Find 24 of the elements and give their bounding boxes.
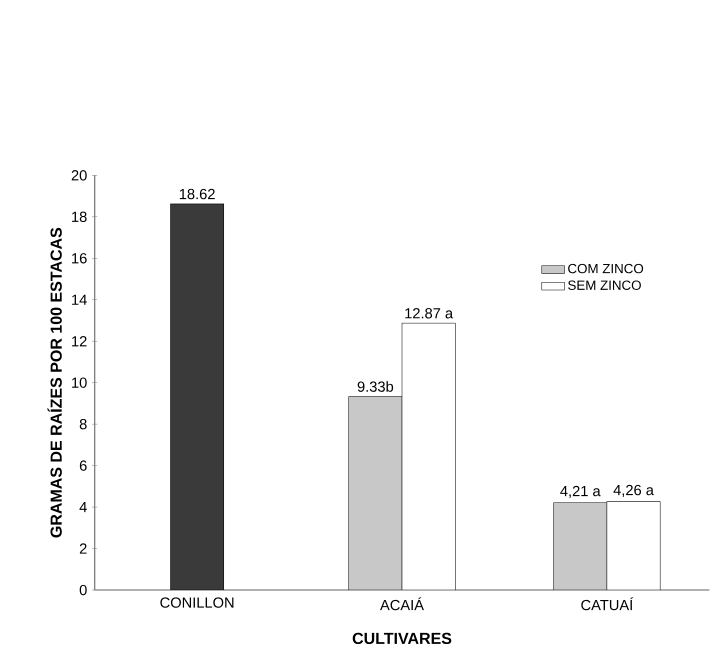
y-tick-label: 14: [72, 294, 87, 305]
x-axis-title: CULTIVARES: [352, 632, 452, 644]
y-tick-label: 8: [80, 418, 87, 430]
y-axis-title: GRAMAS DE RAÍZES POR 100 ESTACAS: [47, 228, 62, 538]
data-label: 9.33b: [358, 381, 394, 392]
bar: [170, 204, 224, 590]
x-tick-label: CONILLON: [160, 597, 234, 608]
y-tick-label: 12: [72, 336, 87, 346]
x-tick-label: ACAIÁ: [380, 597, 424, 610]
x-tick-label: CATUAÍ: [581, 597, 634, 610]
data-label: 4,21 a: [560, 486, 601, 498]
data-label: 4,26 a: [613, 484, 654, 497]
y-tick-label: 6: [80, 460, 87, 471]
y-tick-label: 2: [80, 543, 87, 554]
y-tick-label: 10: [72, 377, 87, 388]
y-tick-label: 4: [79, 502, 87, 512]
y-tick-label: 0: [80, 584, 87, 596]
data-label: 18.62: [180, 188, 215, 200]
data-label: 12.87 a: [405, 308, 454, 318]
y-tick-label: 20: [72, 170, 87, 181]
legend-label: SEM ZINCO: [568, 280, 641, 290]
y-tick-label: 18: [72, 212, 87, 222]
y-tick-label: 16: [72, 253, 87, 264]
legend-label: COM ZINCO: [568, 264, 644, 274]
